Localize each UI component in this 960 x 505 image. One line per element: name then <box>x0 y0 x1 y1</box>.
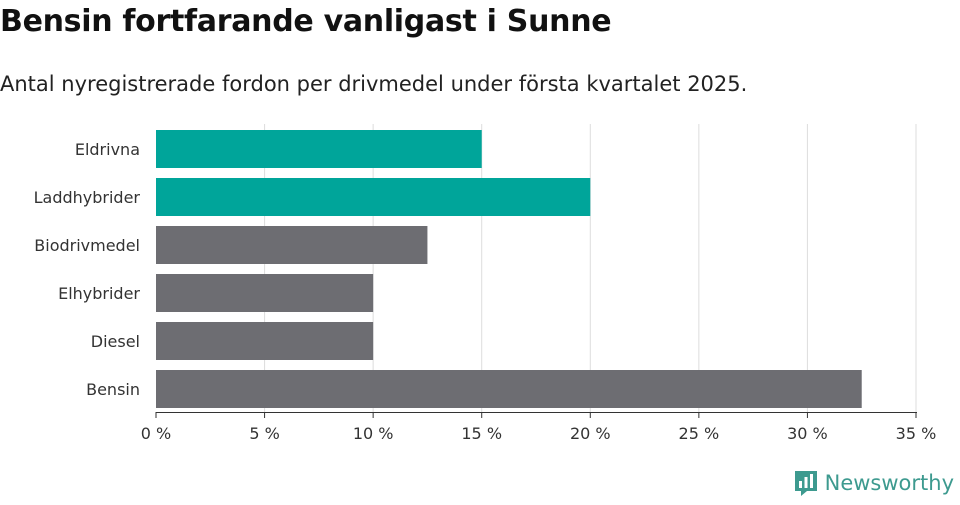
x-tick-label: 15 % <box>461 424 502 443</box>
bar-chart-logo-icon <box>794 471 817 496</box>
x-tick-label: 25 % <box>679 424 720 443</box>
bar-biodrivmedel <box>156 226 428 264</box>
bar-elhybrider <box>156 274 374 312</box>
category-label: Bensin <box>86 380 140 399</box>
brand-name: Newsworthy <box>824 471 954 495</box>
x-tick-label: 30 % <box>787 424 828 443</box>
x-axis: 0 % 5 % 10 % 15 % 20 % 25 % 30 % 35 % <box>141 412 937 443</box>
bars <box>156 130 862 408</box>
bar-bensin <box>156 370 862 408</box>
bar-laddhybrider <box>156 178 591 216</box>
category-labels: Eldrivna Laddhybrider Biodrivmedel Elhybrid… <box>34 140 141 399</box>
chart-subtitle: Antal nyregistrerade fordon per drivmede… <box>0 72 748 96</box>
bar-chart: Eldrivna Laddhybrider Biodrivmedel Elhybrid… <box>34 124 937 443</box>
category-label: Biodrivmedel <box>34 236 140 255</box>
bar-diesel <box>156 322 374 360</box>
category-label: Laddhybrider <box>34 188 141 207</box>
chart-title: Bensin fortfarande vanligast i Sunne <box>0 4 612 39</box>
category-label: Diesel <box>91 332 140 351</box>
grid-lines <box>264 124 917 412</box>
category-label: Eldrivna <box>75 140 140 159</box>
x-tick-label: 0 % <box>141 424 171 443</box>
x-tick-label: 10 % <box>353 424 394 443</box>
bar-eldrivna <box>156 130 482 168</box>
category-label: Elhybrider <box>58 284 140 303</box>
brand-logo[interactable]: Newsworthy <box>793 469 954 497</box>
x-tick-label: 20 % <box>570 424 611 443</box>
x-tick-label: 5 % <box>249 424 279 443</box>
x-tick-label: 35 % <box>896 424 937 443</box>
